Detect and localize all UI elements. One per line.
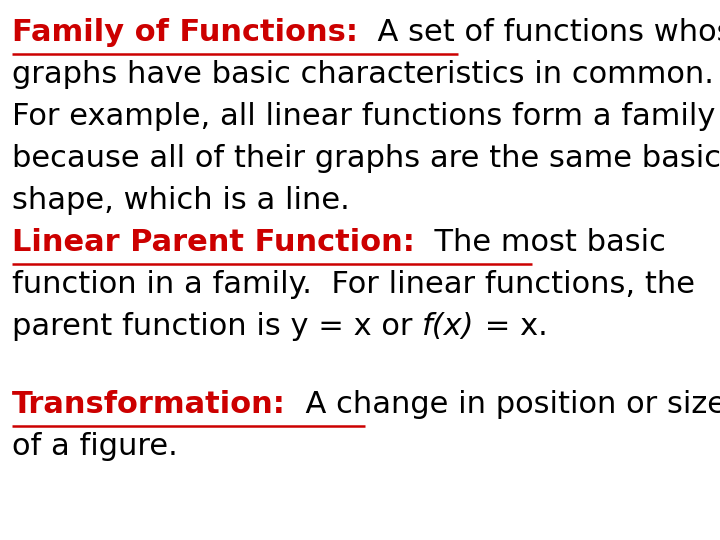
Text: parent function is y = x or: parent function is y = x or <box>12 312 422 341</box>
Text: f(x): f(x) <box>422 312 474 341</box>
Text: For example, all linear functions form a family: For example, all linear functions form a… <box>12 102 716 131</box>
Text: because all of their graphs are the same basic: because all of their graphs are the same… <box>12 144 720 173</box>
Text: shape, which is a line.: shape, which is a line. <box>12 186 350 215</box>
Text: The most basic: The most basic <box>415 228 666 257</box>
Text: of a figure.: of a figure. <box>12 432 178 461</box>
Text: Family of Functions:: Family of Functions: <box>12 18 358 47</box>
Text: Transformation:: Transformation: <box>12 390 286 419</box>
Text: A set of functions whose: A set of functions whose <box>358 18 720 47</box>
Text: = x.: = x. <box>474 312 547 341</box>
Text: graphs have basic characteristics in common.: graphs have basic characteristics in com… <box>12 60 714 89</box>
Text: A change in position or size: A change in position or size <box>286 390 720 419</box>
Text: Linear Parent Function:: Linear Parent Function: <box>12 228 415 257</box>
Text: function in a family.  For linear functions, the: function in a family. For linear functio… <box>12 270 695 299</box>
